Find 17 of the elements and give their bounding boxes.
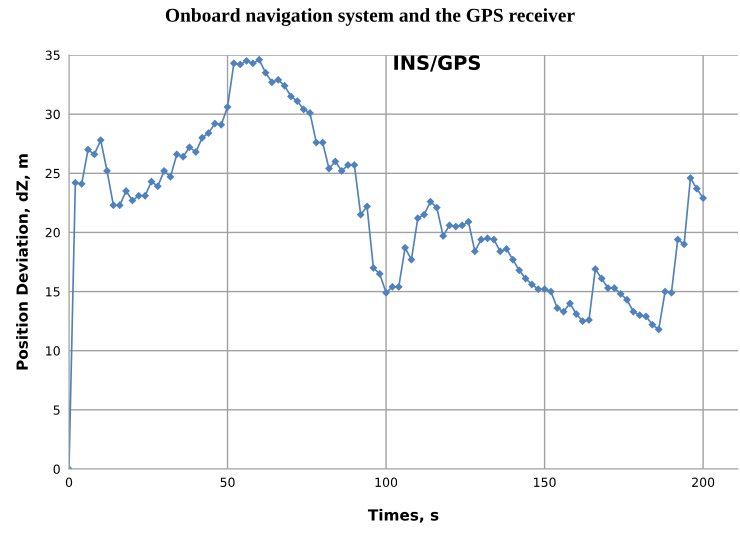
- chart-title: Onboard navigation system and the GPS receiver: [166, 8, 575, 26]
- y-tick-label: 20: [46, 228, 60, 238]
- x-tick-label: 150: [534, 478, 556, 488]
- x-tick-label: 200: [692, 478, 714, 488]
- x-axis-title: Times, s: [368, 508, 438, 523]
- y-tick-label: 30: [46, 110, 60, 120]
- y-tick-label: 0: [54, 464, 60, 474]
- y-tick-label: 10: [46, 346, 60, 356]
- y-tick-label: 5: [54, 405, 60, 415]
- x-tick-label: 50: [220, 478, 235, 488]
- chart-subtitle: INS/GPS: [394, 55, 480, 72]
- y-tick-label: 15: [46, 287, 60, 296]
- y-tick-label: 25: [46, 168, 60, 178]
- y-axis-title: Position Deviation, dZ, m: [16, 154, 30, 370]
- x-tick-label: 0: [66, 478, 72, 488]
- x-tick-label: 100: [376, 478, 398, 488]
- y-tick-label: 35: [46, 50, 60, 60]
